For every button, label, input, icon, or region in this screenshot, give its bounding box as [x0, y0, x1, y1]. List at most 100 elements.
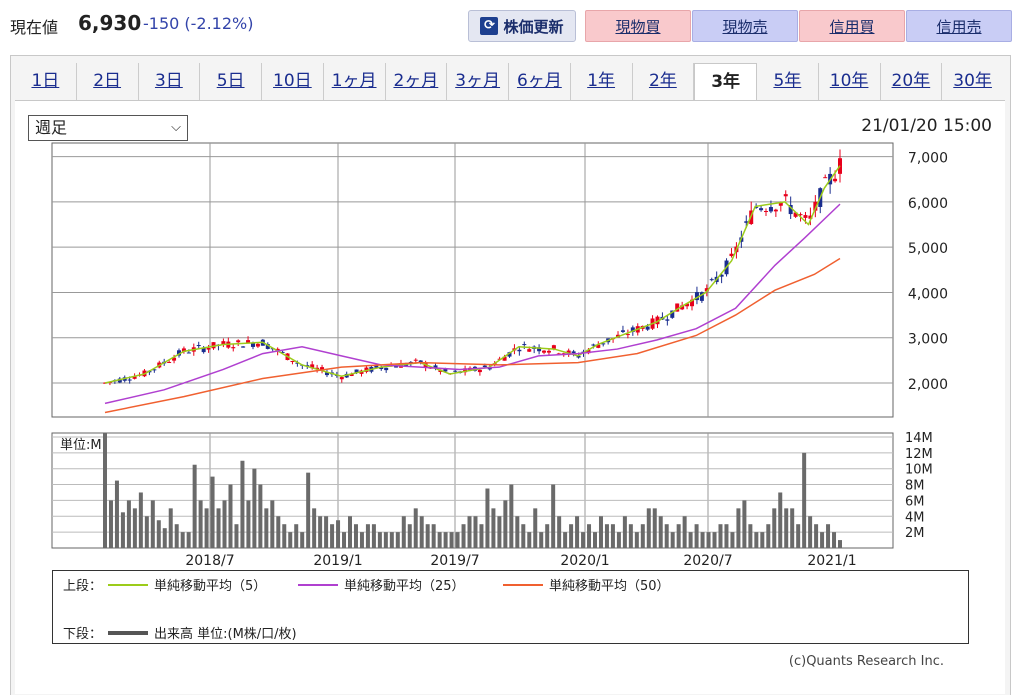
- legend-ma25-swatch: [298, 583, 338, 586]
- candle-body: [463, 368, 468, 373]
- volume-bar: [569, 524, 574, 548]
- legend-upper-label: 上段：: [63, 579, 103, 594]
- refresh-icon: ⟳: [480, 17, 499, 35]
- volume-bar: [670, 532, 675, 548]
- candle-body: [665, 319, 670, 321]
- volume-bar: [138, 492, 143, 548]
- legend-ma5-swatch: [108, 583, 148, 586]
- x-tick-label: 2018/7: [185, 553, 234, 569]
- margin-sell-button[interactable]: 信用売: [906, 10, 1012, 42]
- candle-body: [586, 349, 591, 354]
- candle-period-value: 週足: [35, 118, 68, 137]
- volume-bar: [838, 540, 842, 548]
- volume-bar: [144, 516, 149, 548]
- margin-buy-button[interactable]: 信用買: [799, 10, 905, 42]
- candle-body: [773, 209, 778, 212]
- candle-body: [453, 370, 458, 372]
- volume-bar: [706, 532, 711, 548]
- tab-5[interactable]: 1ヶ月: [324, 63, 386, 101]
- cash-sell-button[interactable]: 現物売: [692, 10, 798, 42]
- tab-4[interactable]: 10日: [262, 63, 324, 101]
- candle-body: [601, 343, 606, 345]
- volume-bar: [778, 492, 783, 548]
- volume-bar: [646, 508, 651, 548]
- volume-bar: [324, 516, 329, 548]
- refresh-price-button[interactable]: ⟳ 株価更新: [468, 10, 576, 42]
- tab-9[interactable]: 1年: [571, 63, 633, 101]
- candle-body: [709, 279, 714, 281]
- tab-3[interactable]: 5日: [200, 63, 262, 101]
- candle-body: [324, 372, 329, 376]
- volume-bar: [467, 516, 472, 548]
- volume-bar: [431, 524, 436, 548]
- tab-6[interactable]: 2ヶ月: [386, 63, 448, 101]
- candle-body: [625, 334, 630, 336]
- candle-body: [176, 350, 181, 356]
- volume-bar: [300, 532, 305, 548]
- volume-bar: [820, 532, 825, 548]
- candle-body: [265, 344, 270, 349]
- volume-bar: [808, 516, 813, 548]
- candle-body: [546, 350, 551, 353]
- volume-bar: [336, 520, 341, 548]
- tab-11[interactable]: 3年: [694, 63, 757, 101]
- cash-buy-button[interactable]: 現物買: [585, 10, 691, 42]
- candle-body: [246, 340, 251, 343]
- volume-bar: [114, 480, 119, 548]
- candle-body: [507, 352, 512, 357]
- volume-bar: [616, 532, 621, 548]
- volume-unit-label: 単位:M: [60, 437, 102, 453]
- volume-bar: [658, 516, 663, 548]
- candle-body: [201, 347, 206, 353]
- volume-bar: [461, 524, 466, 548]
- candle-body: [655, 316, 660, 325]
- tab-10[interactable]: 2年: [633, 63, 695, 101]
- tab-13[interactable]: 10年: [819, 63, 881, 101]
- tab-1[interactable]: 2日: [77, 63, 139, 101]
- candle-body: [152, 369, 157, 371]
- candle-body: [788, 205, 793, 215]
- tab-7[interactable]: 3ヶ月: [447, 63, 509, 101]
- volume-bar: [664, 524, 669, 548]
- candle-body: [103, 382, 107, 384]
- candle-body: [645, 326, 650, 330]
- legend-ma25-label: 単純移動平均（25）: [344, 579, 465, 594]
- tab-15[interactable]: 30年: [953, 71, 992, 91]
- volume-bar: [395, 532, 400, 548]
- candle-body: [379, 367, 384, 369]
- candle-body: [833, 178, 838, 182]
- tab-0[interactable]: 1日: [15, 63, 77, 101]
- candle-period-select[interactable]: 週足 ⌵: [28, 115, 188, 141]
- tab-8[interactable]: 6ヶ月: [509, 63, 571, 101]
- candle-body: [699, 292, 704, 301]
- volume-bar: [473, 516, 478, 548]
- volume-bar: [377, 532, 382, 548]
- period-tabs: 1日 2日 3日 5日 10日 1ヶ月 2ヶ月 3ヶ月 6ヶ月 1年 2年 3年 5年 10年 20年 30年: [15, 63, 1003, 101]
- ma25-line: [104, 203, 841, 405]
- volume-bar: [174, 524, 179, 548]
- volume-bar: [234, 524, 239, 548]
- candle-body: [443, 368, 448, 372]
- volume-bar: [539, 532, 544, 548]
- volume-bar: [622, 516, 627, 548]
- tab-12[interactable]: 5年: [757, 63, 819, 101]
- tab-2[interactable]: 3日: [139, 63, 201, 101]
- volume-bar: [306, 472, 311, 548]
- volume-bar: [593, 532, 597, 548]
- volume-bar: [694, 524, 699, 548]
- volume-bar: [724, 524, 729, 548]
- volume-bar: [700, 532, 705, 548]
- volume-bar: [581, 532, 586, 548]
- legend-ma50-swatch: [503, 583, 543, 586]
- candle-body: [759, 208, 764, 211]
- candle-body: [551, 345, 556, 349]
- candle-body: [754, 206, 759, 208]
- candle-body: [803, 215, 808, 218]
- candle-body: [813, 201, 818, 211]
- volume-bar: [503, 500, 508, 548]
- candle-body: [690, 299, 695, 307]
- tab-14[interactable]: 20年: [881, 63, 943, 101]
- candle-body: [620, 330, 625, 332]
- x-tick-label: 2019/1: [313, 553, 362, 569]
